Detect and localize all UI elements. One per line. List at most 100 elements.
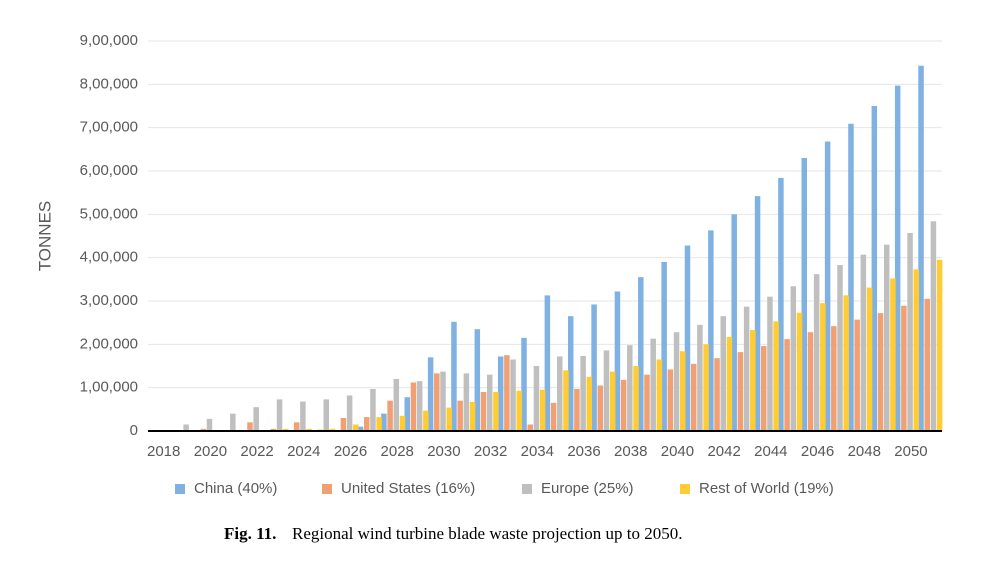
- bar: [357, 426, 364, 431]
- bar: [574, 388, 580, 431]
- bar: [427, 357, 434, 431]
- bar: [603, 350, 610, 431]
- bar: [416, 381, 423, 431]
- bar: [539, 389, 546, 431]
- bar: [907, 232, 913, 431]
- y-tick-label: 0: [130, 422, 138, 439]
- bar: [463, 373, 470, 431]
- bar: [376, 417, 382, 431]
- bar: [703, 344, 709, 431]
- bar: [866, 287, 873, 431]
- y-tick-label: 3,00,000: [80, 292, 138, 309]
- bar: [679, 351, 686, 431]
- bar: [796, 312, 803, 431]
- bar: [247, 422, 253, 431]
- x-tick-label: 2028: [381, 443, 414, 460]
- y-tick-label: 7,00,000: [80, 119, 138, 136]
- x-tick-label: 2048: [848, 443, 881, 460]
- y-tick-label: 4,00,000: [80, 249, 138, 266]
- bar: [364, 417, 370, 431]
- bar: [609, 371, 616, 431]
- y-tick-label: 6,00,000: [80, 162, 138, 179]
- bar: [306, 428, 312, 431]
- bar: [474, 329, 481, 431]
- bar: [381, 413, 387, 431]
- bar: [837, 265, 843, 431]
- bar: [720, 316, 726, 431]
- bar: [883, 244, 890, 431]
- bar: [446, 407, 452, 431]
- bar: [557, 356, 563, 431]
- bar: [661, 262, 667, 431]
- bar: [807, 332, 814, 431]
- bar: [918, 65, 924, 431]
- bar: [930, 221, 937, 431]
- bar: [580, 356, 586, 431]
- bar: [393, 379, 400, 431]
- bar: [410, 382, 417, 431]
- bar: [323, 399, 329, 431]
- bar: [714, 358, 720, 431]
- bar: [200, 428, 207, 431]
- x-tick-label: 2038: [614, 443, 647, 460]
- bar: [843, 295, 849, 431]
- bar: [848, 123, 854, 432]
- bar: [656, 359, 663, 431]
- bar: [440, 371, 446, 431]
- caption-text: Regional wind turbine blade waste projec…: [292, 524, 682, 543]
- bar: [486, 374, 493, 431]
- bar: [253, 407, 259, 431]
- y-tick-label: 9,00,000: [80, 32, 138, 49]
- bar: [544, 295, 551, 431]
- y-tick-label: 1,00,000: [80, 379, 138, 396]
- caption-label: Fig. 11.: [224, 524, 276, 543]
- bar: [761, 346, 767, 431]
- bar: [871, 106, 878, 431]
- bar: [778, 177, 784, 431]
- x-tick-label: 2024: [287, 443, 320, 460]
- x-tick-label: 2036: [567, 443, 600, 460]
- bar: [697, 324, 703, 431]
- bar: [183, 424, 189, 431]
- legend-swatch: [680, 484, 690, 494]
- bar: [230, 413, 236, 431]
- bar: [563, 370, 569, 431]
- x-tick-label: 2044: [754, 443, 787, 460]
- y-tick-label: 2,00,000: [80, 335, 138, 352]
- bar: [497, 356, 504, 431]
- bar: [480, 392, 487, 431]
- bar: [493, 392, 499, 431]
- bar: [620, 379, 627, 431]
- x-tick-label: 2046: [801, 443, 834, 460]
- bar: [737, 352, 744, 431]
- bar: [924, 298, 930, 431]
- bar: [673, 332, 680, 431]
- bar: [627, 345, 633, 431]
- bar: [457, 400, 463, 431]
- bar: [567, 316, 574, 431]
- bar: [276, 399, 283, 431]
- bar: [633, 366, 639, 431]
- bar: [750, 330, 756, 431]
- bar: [860, 254, 867, 431]
- bar: [936, 259, 943, 431]
- bar: [591, 304, 597, 431]
- bar: [667, 369, 674, 431]
- bar: [831, 326, 837, 431]
- bar: [340, 418, 347, 431]
- bar: [387, 400, 393, 431]
- bar: [684, 245, 691, 431]
- bar: [300, 401, 306, 431]
- bar: [767, 296, 773, 431]
- bar: [516, 390, 523, 431]
- bar: [270, 428, 277, 431]
- x-tick-label: 2034: [521, 443, 554, 460]
- bar: [890, 278, 896, 431]
- bar: [510, 359, 516, 431]
- x-tick-label: 2040: [661, 443, 694, 460]
- bar: [353, 424, 359, 431]
- bar: [370, 388, 376, 431]
- y-tick-label: 5,00,000: [80, 205, 138, 222]
- legend-label: Rest of World (19%): [699, 480, 834, 497]
